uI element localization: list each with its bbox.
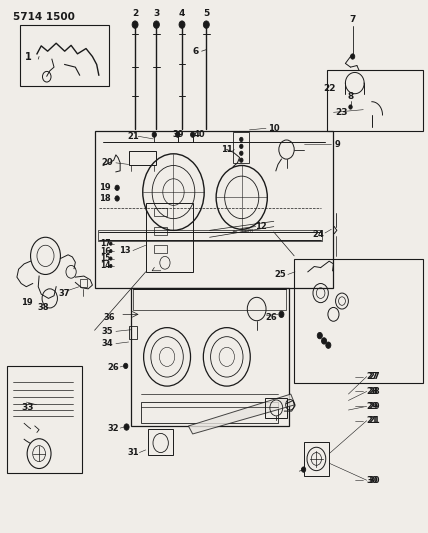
Text: 26: 26 (108, 363, 119, 372)
Bar (146, 203, 193, 272)
Circle shape (203, 21, 209, 28)
Circle shape (110, 257, 112, 260)
Circle shape (124, 364, 128, 368)
Bar (233, 132, 250, 163)
Bar (265, 398, 287, 418)
Text: 10: 10 (268, 124, 279, 133)
Circle shape (179, 21, 185, 28)
Bar (129, 151, 156, 165)
Text: 21: 21 (127, 132, 139, 141)
Text: 33: 33 (21, 403, 33, 412)
Bar (154, 245, 167, 253)
Circle shape (349, 105, 352, 109)
Circle shape (279, 311, 284, 318)
Bar (129, 326, 137, 340)
Text: 6: 6 (193, 47, 199, 55)
Circle shape (317, 333, 322, 339)
Circle shape (110, 242, 112, 245)
Circle shape (110, 249, 112, 253)
Text: 9: 9 (335, 140, 341, 149)
Circle shape (240, 144, 243, 149)
Text: 28: 28 (369, 387, 380, 396)
Bar (154, 208, 167, 216)
Text: 13: 13 (119, 246, 130, 255)
Text: 5: 5 (203, 10, 209, 19)
Bar (294, 259, 423, 383)
Text: 16: 16 (100, 247, 110, 256)
Polygon shape (188, 394, 295, 434)
Text: 29: 29 (366, 402, 377, 411)
Circle shape (115, 196, 119, 201)
Circle shape (132, 21, 138, 28)
Text: 23: 23 (336, 108, 348, 117)
Bar (142, 402, 278, 423)
Text: 14: 14 (100, 262, 110, 270)
Text: 5714 1500: 5714 1500 (14, 12, 75, 22)
Bar (131, 288, 288, 426)
Text: 40: 40 (193, 130, 205, 139)
Text: 4: 4 (179, 10, 185, 19)
Text: 19: 19 (99, 183, 111, 192)
Text: 12: 12 (255, 222, 267, 231)
Circle shape (190, 132, 195, 138)
Circle shape (110, 264, 112, 268)
Text: 11: 11 (221, 145, 233, 154)
Bar (303, 442, 329, 477)
Text: 32: 32 (108, 424, 119, 433)
Text: 34: 34 (101, 339, 113, 348)
Text: 25: 25 (274, 270, 286, 279)
Text: 26: 26 (266, 312, 277, 321)
Bar (20, 25, 110, 86)
Text: 21: 21 (369, 416, 380, 425)
Bar (148, 429, 173, 455)
Circle shape (301, 467, 306, 472)
Text: 24: 24 (312, 230, 324, 239)
Text: 17: 17 (100, 239, 110, 248)
Text: 27: 27 (369, 372, 380, 381)
Text: 15: 15 (100, 254, 110, 263)
Circle shape (175, 132, 180, 138)
Text: 7: 7 (349, 15, 356, 24)
Circle shape (240, 158, 243, 163)
Text: 22: 22 (323, 84, 336, 93)
Circle shape (240, 151, 243, 156)
Bar (133, 289, 285, 310)
Circle shape (124, 424, 129, 430)
Text: 20: 20 (101, 158, 113, 167)
Text: 30: 30 (369, 476, 380, 484)
Text: 30: 30 (366, 476, 377, 484)
Text: 29: 29 (369, 402, 380, 411)
Circle shape (153, 21, 159, 28)
Circle shape (115, 185, 119, 190)
Text: 18: 18 (99, 194, 111, 203)
Text: $\leftarrow$ 3 cm: $\leftarrow$ 3 cm (231, 227, 255, 236)
Bar (327, 70, 423, 131)
Text: 1: 1 (25, 52, 32, 61)
Bar (98, 230, 321, 241)
Text: 8: 8 (348, 92, 354, 101)
Text: 2: 2 (132, 10, 138, 19)
Bar (80, 279, 87, 287)
Bar (154, 227, 167, 235)
Text: 28: 28 (366, 387, 377, 396)
Text: 35: 35 (101, 327, 113, 336)
Text: 3: 3 (153, 10, 160, 19)
Text: 19: 19 (21, 297, 33, 306)
Bar (95, 131, 333, 288)
Circle shape (351, 54, 355, 59)
Circle shape (326, 342, 331, 349)
Bar (7, 367, 82, 473)
Circle shape (240, 138, 243, 142)
Text: 39: 39 (172, 130, 184, 139)
Circle shape (152, 132, 156, 138)
Circle shape (321, 338, 327, 344)
Text: 31: 31 (127, 448, 139, 457)
Text: 38: 38 (38, 303, 49, 312)
Text: 36: 36 (104, 312, 115, 321)
Text: 37: 37 (58, 288, 70, 297)
Text: 27: 27 (366, 372, 377, 381)
Text: 21: 21 (366, 416, 378, 425)
